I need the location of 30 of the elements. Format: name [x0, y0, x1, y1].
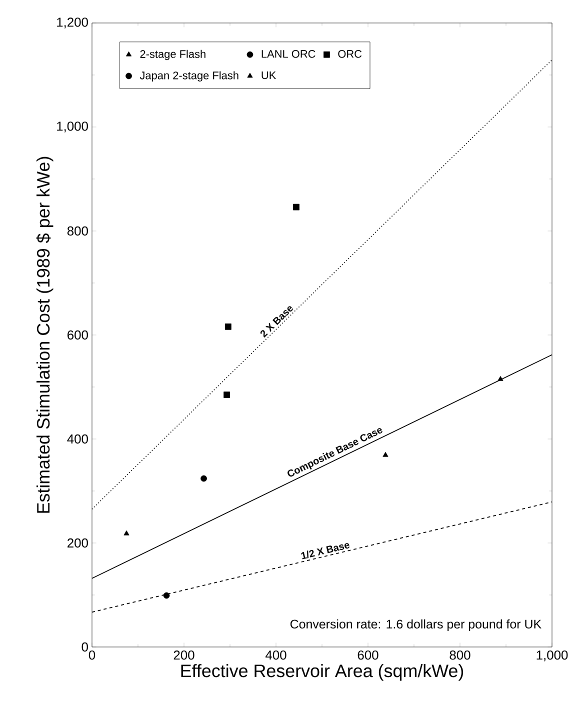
point	[293, 204, 300, 210]
x-tick-label: 800	[450, 650, 470, 660]
y-axis-title: Estimated Stimulation Cost (1989 $ per kWe)	[36, 156, 54, 513]
point	[382, 452, 388, 457]
annotation: 1/2 X Base	[301, 543, 350, 560]
legend-label: LANL ORC	[262, 50, 316, 58]
annotation: Conversion rate: 1.6 dollars per pound for UK	[290, 619, 542, 631]
point	[124, 530, 130, 536]
point	[498, 376, 504, 381]
legend-label: 2-stage Flash	[140, 50, 206, 60]
y-tick-label: 600	[68, 330, 88, 340]
point	[224, 392, 230, 398]
legend-label: Japan 2-stage Flash	[140, 71, 238, 82]
point	[200, 475, 207, 482]
y-tick-label: 1,000	[57, 122, 88, 132]
point	[224, 323, 232, 330]
legend-label: ORC	[338, 50, 362, 58]
y-tick-label: 0	[82, 642, 88, 652]
x-axis-title: Effective Reservoir Area (sqm/kWe)	[181, 664, 464, 681]
x-tick-label: 400	[265, 650, 286, 660]
y-tick-label: 400	[67, 434, 88, 444]
x-tick-label: 1,000	[536, 650, 568, 662]
y-tick-label: 1,200	[57, 18, 88, 28]
x-tick-label: 200	[174, 650, 194, 660]
y-tick-label: 800	[67, 226, 88, 236]
y-tick-label: 200	[68, 538, 88, 548]
legend-label: UK	[262, 71, 276, 80]
x-tick-label: 0	[88, 650, 96, 660]
x-tick-label: 600	[358, 650, 378, 660]
point	[163, 592, 170, 599]
